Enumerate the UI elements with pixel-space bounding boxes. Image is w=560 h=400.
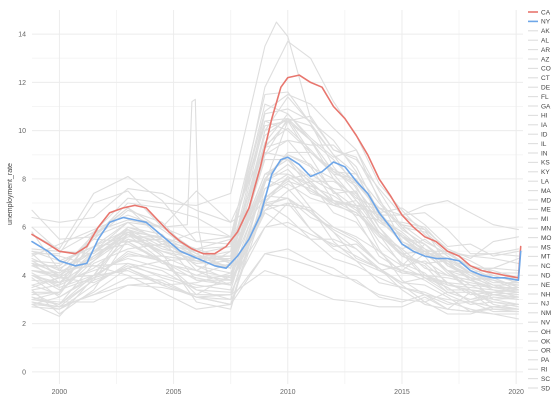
legend-label-pa: PA [541, 357, 550, 364]
legend-label-ks: KS [541, 160, 550, 167]
legend-label-ia: IA [541, 122, 548, 129]
series-line-vt [31, 202, 519, 315]
legend-label-ms: MS [541, 244, 551, 251]
x-tick-label: 2020 [508, 389, 524, 396]
series-line-nv [31, 40, 519, 284]
legend-label-ny: NY [541, 19, 551, 26]
legend-label-in: IN [541, 150, 548, 157]
y-tick-label: 2 [22, 321, 26, 328]
legend-label-ak: AK [541, 28, 550, 35]
legend-label-co: CO [541, 66, 551, 73]
legend-label-nm: NM [541, 310, 551, 317]
legend-label-mn: MN [541, 226, 551, 233]
legend-label-ne: NE [541, 282, 551, 289]
y-tick-label: 14 [18, 32, 26, 39]
legend-label-nv: NV [541, 320, 551, 327]
legend-label-hi: HI [541, 113, 548, 120]
series-line-hi [31, 204, 519, 315]
y-axis-label: unemployment_rate [7, 163, 14, 225]
legend: CA NY AK AL AR AZ CO CT DE FL GA HI IA ID IL IN KS KY LA MA… [528, 9, 551, 392]
series-line-mo [31, 139, 519, 296]
y-tick-label: 8 [22, 176, 26, 183]
legend-label-sc: SC [541, 376, 550, 383]
legend-label-nh: NH [541, 291, 551, 298]
series-line-ne [31, 253, 519, 308]
legend-label-fl: FL [541, 94, 549, 101]
legend-label-sd: SD [541, 385, 550, 392]
legend-label-mi: MI [541, 216, 548, 223]
legend-label-ca: CA [541, 9, 551, 16]
legend-label-ma: MA [541, 188, 551, 195]
series-line-ms [31, 115, 519, 260]
legend-label-ar: AR [541, 47, 550, 54]
series-line-pa [31, 163, 519, 274]
legend-label-ga: GA [541, 103, 551, 110]
legend-label-me: ME [541, 207, 551, 214]
legend-label-md: MD [541, 197, 551, 204]
series-line-ca [31, 74, 522, 279]
legend-label-la: LA [541, 179, 550, 186]
legend-label-ct: CT [541, 75, 550, 82]
series-line-wi [31, 151, 519, 301]
y-tick-label: 0 [22, 369, 26, 376]
x-tick-label: 2005 [166, 389, 182, 396]
y-tick-label: 4 [22, 273, 26, 280]
series-line-wv [31, 159, 519, 269]
x-tick-label: 2000 [52, 389, 68, 396]
legend-label-nj: NJ [541, 301, 549, 308]
legend-label-or: OR [541, 348, 551, 355]
legend-label-id: ID [541, 132, 548, 139]
legend-label-de: DE [541, 85, 551, 92]
legend-label-il: IL [541, 141, 547, 148]
legend-label-mt: MT [541, 254, 550, 261]
axes: 0 2 4 6 8 10 12 14 2000 2005 2010 2015 2020 [18, 32, 524, 396]
series-lines [31, 21, 522, 320]
series-line-sc [31, 91, 519, 310]
series-line-ny [31, 156, 522, 281]
legend-label-oh: OH [541, 329, 551, 336]
y-tick-label: 10 [18, 128, 26, 135]
series-line-nm [31, 175, 519, 286]
legend-label-nd: ND [541, 273, 551, 280]
legend-label-ky: KY [541, 169, 550, 176]
x-tick-label: 2010 [280, 389, 296, 396]
legend-label-ok: OK [541, 338, 551, 345]
y-tick-label: 12 [18, 80, 26, 87]
legend-label-al: AL [541, 38, 549, 45]
series-line-wy [31, 195, 519, 305]
legend-label-ri: RI [541, 367, 548, 374]
legend-label-nc: NC [541, 263, 551, 270]
series-line-wa [31, 127, 519, 279]
series-line-ut [31, 178, 519, 313]
legend-label-az: AZ [541, 56, 549, 63]
series-line-ri [31, 93, 519, 291]
legend-label-mo: MO [541, 235, 551, 242]
y-tick-label: 6 [22, 225, 26, 232]
x-tick-label: 2015 [394, 389, 410, 396]
